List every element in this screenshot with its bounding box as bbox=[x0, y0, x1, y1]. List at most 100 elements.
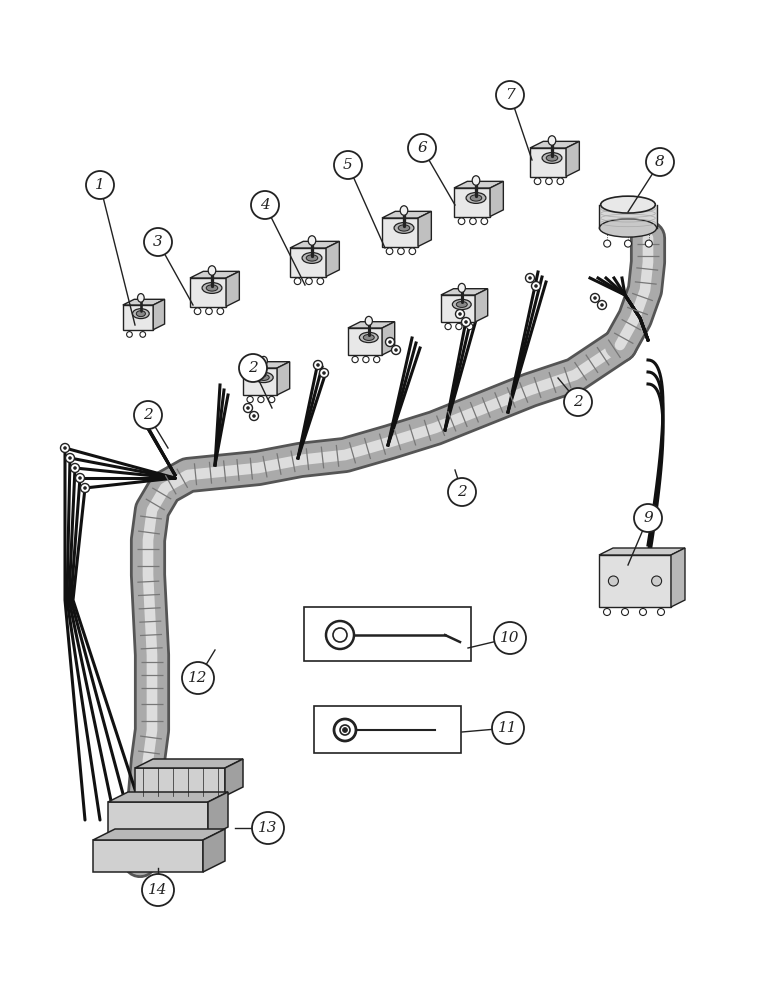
Circle shape bbox=[398, 248, 405, 255]
Circle shape bbox=[343, 728, 347, 732]
Circle shape bbox=[455, 323, 462, 330]
Circle shape bbox=[385, 338, 394, 347]
Circle shape bbox=[557, 178, 564, 185]
Circle shape bbox=[408, 134, 436, 162]
Circle shape bbox=[394, 348, 398, 352]
Circle shape bbox=[459, 218, 465, 225]
Circle shape bbox=[600, 303, 604, 307]
Polygon shape bbox=[454, 188, 490, 217]
Circle shape bbox=[66, 454, 75, 462]
Circle shape bbox=[83, 486, 86, 490]
Text: 10: 10 bbox=[500, 631, 520, 645]
Text: 2: 2 bbox=[143, 408, 153, 422]
Polygon shape bbox=[190, 271, 239, 278]
Circle shape bbox=[374, 356, 380, 363]
Circle shape bbox=[352, 356, 358, 363]
Text: 2: 2 bbox=[573, 395, 583, 409]
Ellipse shape bbox=[360, 332, 378, 343]
Circle shape bbox=[239, 354, 267, 382]
Circle shape bbox=[217, 308, 224, 315]
Circle shape bbox=[591, 294, 600, 302]
Circle shape bbox=[322, 371, 326, 375]
Polygon shape bbox=[290, 248, 326, 276]
Circle shape bbox=[142, 874, 174, 906]
Ellipse shape bbox=[452, 299, 471, 310]
Circle shape bbox=[386, 248, 393, 255]
Circle shape bbox=[409, 248, 415, 255]
Circle shape bbox=[76, 474, 84, 483]
Circle shape bbox=[313, 360, 323, 369]
Polygon shape bbox=[566, 141, 579, 176]
Polygon shape bbox=[93, 840, 203, 872]
Ellipse shape bbox=[456, 301, 467, 307]
Circle shape bbox=[127, 332, 132, 337]
Circle shape bbox=[531, 282, 540, 290]
Circle shape bbox=[604, 240, 611, 247]
Polygon shape bbox=[599, 205, 657, 228]
Circle shape bbox=[243, 403, 252, 412]
Polygon shape bbox=[454, 181, 503, 188]
Circle shape bbox=[608, 576, 618, 586]
Circle shape bbox=[144, 228, 172, 256]
Ellipse shape bbox=[260, 356, 267, 365]
Ellipse shape bbox=[137, 311, 145, 317]
Polygon shape bbox=[290, 241, 340, 248]
Ellipse shape bbox=[137, 294, 144, 302]
Circle shape bbox=[68, 456, 72, 460]
Polygon shape bbox=[243, 362, 290, 368]
Circle shape bbox=[258, 396, 264, 403]
FancyBboxPatch shape bbox=[304, 607, 471, 661]
Circle shape bbox=[598, 300, 607, 310]
Polygon shape bbox=[326, 241, 340, 276]
Ellipse shape bbox=[601, 196, 655, 213]
Circle shape bbox=[63, 446, 67, 450]
Circle shape bbox=[645, 240, 652, 247]
Circle shape bbox=[652, 576, 662, 586]
Text: 2: 2 bbox=[248, 361, 258, 375]
Text: 4: 4 bbox=[260, 198, 270, 212]
Circle shape bbox=[249, 412, 259, 420]
Circle shape bbox=[182, 662, 214, 694]
Circle shape bbox=[363, 356, 369, 363]
Circle shape bbox=[251, 191, 279, 219]
Polygon shape bbox=[135, 759, 243, 768]
Ellipse shape bbox=[472, 176, 479, 185]
Ellipse shape bbox=[599, 219, 657, 237]
Circle shape bbox=[658, 608, 665, 615]
Circle shape bbox=[492, 712, 524, 744]
Circle shape bbox=[205, 308, 212, 315]
Circle shape bbox=[391, 346, 401, 355]
Circle shape bbox=[246, 406, 250, 410]
Text: 7: 7 bbox=[505, 88, 515, 102]
Circle shape bbox=[134, 401, 162, 429]
Text: 11: 11 bbox=[498, 721, 518, 735]
Polygon shape bbox=[382, 211, 432, 218]
Circle shape bbox=[625, 240, 631, 247]
Ellipse shape bbox=[398, 225, 410, 231]
Circle shape bbox=[494, 622, 526, 654]
Polygon shape bbox=[123, 305, 153, 330]
Ellipse shape bbox=[394, 223, 414, 233]
Circle shape bbox=[195, 308, 201, 315]
Polygon shape bbox=[348, 328, 382, 355]
Text: 12: 12 bbox=[188, 671, 208, 685]
Polygon shape bbox=[490, 181, 503, 217]
Circle shape bbox=[564, 388, 592, 416]
Circle shape bbox=[73, 466, 76, 470]
Text: 8: 8 bbox=[655, 155, 665, 169]
Text: 3: 3 bbox=[153, 235, 163, 249]
Circle shape bbox=[140, 332, 146, 337]
Ellipse shape bbox=[547, 155, 557, 161]
Polygon shape bbox=[226, 271, 239, 306]
Circle shape bbox=[445, 323, 452, 330]
Polygon shape bbox=[203, 829, 225, 872]
Circle shape bbox=[526, 273, 534, 282]
Ellipse shape bbox=[302, 253, 322, 263]
Ellipse shape bbox=[208, 266, 216, 275]
Circle shape bbox=[459, 312, 462, 316]
Ellipse shape bbox=[542, 153, 562, 163]
Polygon shape bbox=[243, 368, 277, 395]
Circle shape bbox=[317, 363, 320, 367]
Ellipse shape bbox=[306, 255, 318, 261]
Polygon shape bbox=[671, 548, 685, 607]
